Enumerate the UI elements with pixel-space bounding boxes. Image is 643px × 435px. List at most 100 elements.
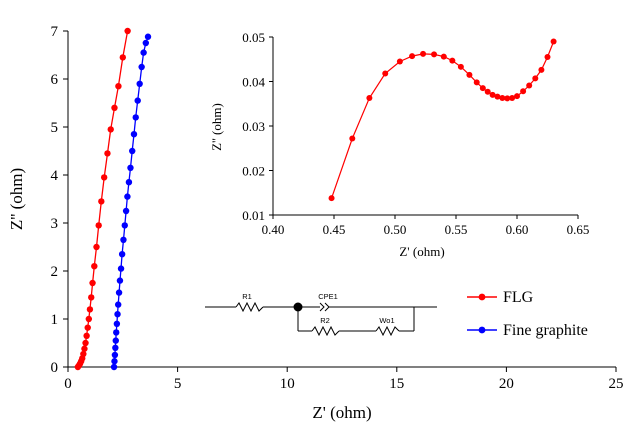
main-data-point-fine-graphite bbox=[121, 222, 128, 229]
main-data-point-flg bbox=[115, 83, 122, 90]
inset-data-point-flg bbox=[449, 57, 456, 64]
main-data-point-flg bbox=[104, 150, 111, 157]
main-y-tick-label: 1 bbox=[51, 312, 59, 328]
main-data-point-flg bbox=[91, 263, 98, 270]
legend-label-fine-graphite: Fine graphite bbox=[503, 322, 588, 339]
legend: FLG Fine graphite bbox=[467, 289, 588, 339]
inset-data-point-flg bbox=[494, 93, 501, 100]
circuit-label-cpe1: CPE1 bbox=[318, 292, 338, 301]
inset-data-point-flg bbox=[431, 51, 438, 58]
main-data-point-flg bbox=[107, 126, 114, 133]
inset-data-point-flg bbox=[420, 50, 427, 57]
inset-x-tick-label: 0.45 bbox=[323, 222, 346, 237]
inset-x-tick-label: 0.55 bbox=[445, 222, 468, 237]
legend-label-flg: FLG bbox=[503, 289, 534, 306]
main-y-tick-label: 5 bbox=[51, 120, 59, 136]
main-data-point-fine-graphite bbox=[114, 311, 121, 318]
main-x-tick-label: 15 bbox=[389, 376, 404, 392]
inset-data-point-flg bbox=[466, 71, 473, 78]
inset-x-axis-label: Z' (ohm) bbox=[399, 244, 444, 259]
inset-plot: 0.40 0.45 0.50 0.55 0.60 0.65 0.01 0.02 0.03 0.0… bbox=[209, 30, 589, 259]
inset-y-axis-label: Z'' (ohm) bbox=[209, 103, 224, 151]
inset-y-tick-label: 0.03 bbox=[242, 119, 265, 134]
main-data-point-flg bbox=[111, 104, 118, 112]
main-data-point-flg bbox=[124, 27, 131, 35]
main-data-point-fine-graphite bbox=[113, 320, 121, 327]
main-x-tick-label: 25 bbox=[609, 376, 624, 392]
equivalent-circuit bbox=[205, 301, 437, 337]
inset-data-point-flg bbox=[457, 63, 464, 70]
main-data-point-flg bbox=[85, 315, 93, 323]
inset-data-point-flg bbox=[514, 93, 520, 100]
main-data-point-fine-graphite bbox=[111, 358, 118, 365]
main-data-point-flg bbox=[82, 339, 89, 347]
inset-y-tick-label: 0.04 bbox=[242, 75, 265, 90]
main-data-point-fine-graphite bbox=[120, 236, 127, 243]
circuit-label-wo1: Wo1 bbox=[379, 316, 394, 325]
inset-data-point-flg bbox=[550, 38, 557, 45]
main-data-point-fine-graphite bbox=[142, 39, 150, 47]
inset-data-point-flg bbox=[479, 85, 486, 92]
main-data-point-fine-graphite bbox=[118, 251, 126, 258]
main-x-tick-label: 10 bbox=[280, 376, 295, 392]
inset-data-point-flg bbox=[328, 195, 335, 202]
inset-y-tick-label: 0.01 bbox=[242, 208, 265, 223]
main-data-point-fine-graphite bbox=[136, 80, 143, 88]
main-data-point-fine-graphite bbox=[112, 337, 119, 344]
main-data-point-fine-graphite bbox=[115, 289, 123, 296]
inset-data-point-flg bbox=[440, 53, 447, 60]
main-y-tick-label: 2 bbox=[51, 264, 59, 280]
inset-data-point-flg bbox=[520, 88, 527, 95]
main-data-point-fine-graphite bbox=[125, 179, 133, 186]
main-y-tick-label: 0 bbox=[51, 360, 59, 376]
inset-data-point-flg bbox=[382, 70, 389, 77]
main-data-point-flg bbox=[88, 294, 95, 301]
main-data-point-fine-graphite bbox=[140, 49, 147, 56]
main-data-point-flg bbox=[83, 332, 90, 339]
inset-data-point-flg bbox=[366, 94, 373, 101]
inset-data-point-flg bbox=[532, 75, 539, 82]
main-data-point-fine-graphite bbox=[129, 147, 136, 155]
main-data-point-fine-graphite bbox=[113, 329, 120, 336]
main-x-axis-label: Z' (ohm) bbox=[312, 403, 371, 422]
main-x-tick-label: 20 bbox=[499, 376, 514, 392]
warburg-wo1 bbox=[375, 325, 400, 337]
resistor-r2 bbox=[311, 325, 340, 337]
inset-y-tick-label: 0.02 bbox=[242, 164, 265, 179]
inset-data-point-flg bbox=[396, 58, 403, 65]
inset-data-point-flg bbox=[504, 95, 511, 102]
cpe1-symbol-b bbox=[324, 302, 330, 312]
inset-data-point-flg bbox=[526, 82, 533, 89]
main-y-tick-label: 7 bbox=[51, 24, 59, 40]
main-y-axis-label: Z'' (ohm) bbox=[7, 168, 26, 230]
main-data-point-flg bbox=[98, 198, 105, 205]
inset-data-point-flg bbox=[473, 79, 480, 86]
main-data-point-fine-graphite bbox=[116, 277, 124, 284]
circuit-labels: R1 CPE1 R2 Wo1 bbox=[242, 292, 394, 325]
inset-data-point-flg bbox=[484, 88, 491, 95]
main-data-point-fine-graphite bbox=[144, 33, 152, 40]
legend-marker-flg bbox=[478, 293, 486, 301]
inset-data-point-flg bbox=[538, 66, 545, 73]
main-data-point-fine-graphite bbox=[132, 114, 139, 121]
main-data-point-flg bbox=[95, 222, 102, 229]
inset-y-tick-label: 0.05 bbox=[242, 30, 265, 45]
main-y-tick-label: 6 bbox=[51, 72, 59, 88]
main-data-point-fine-graphite bbox=[122, 207, 130, 215]
inset-x-tick-label: 0.50 bbox=[384, 222, 407, 237]
main-data-point-fine-graphite bbox=[138, 63, 145, 71]
main-data-point-fine-graphite bbox=[112, 344, 119, 351]
main-data-point-flg bbox=[81, 345, 88, 352]
main-data-point-flg bbox=[80, 350, 87, 358]
inset-data-point-flg bbox=[349, 135, 356, 142]
main-data-point-fine-graphite bbox=[114, 301, 122, 308]
inset-x-tick-label: 0.65 bbox=[567, 222, 590, 237]
main-data-point-flg bbox=[89, 279, 96, 287]
main-y-tick-label: 3 bbox=[51, 216, 59, 232]
inset-series-line-flg bbox=[331, 41, 555, 199]
cpe1-symbol bbox=[319, 302, 325, 312]
main-y-tick-label: 4 bbox=[51, 168, 59, 184]
inset-x-tick-label: 0.40 bbox=[262, 222, 285, 237]
inset-data-point-flg bbox=[409, 53, 416, 60]
